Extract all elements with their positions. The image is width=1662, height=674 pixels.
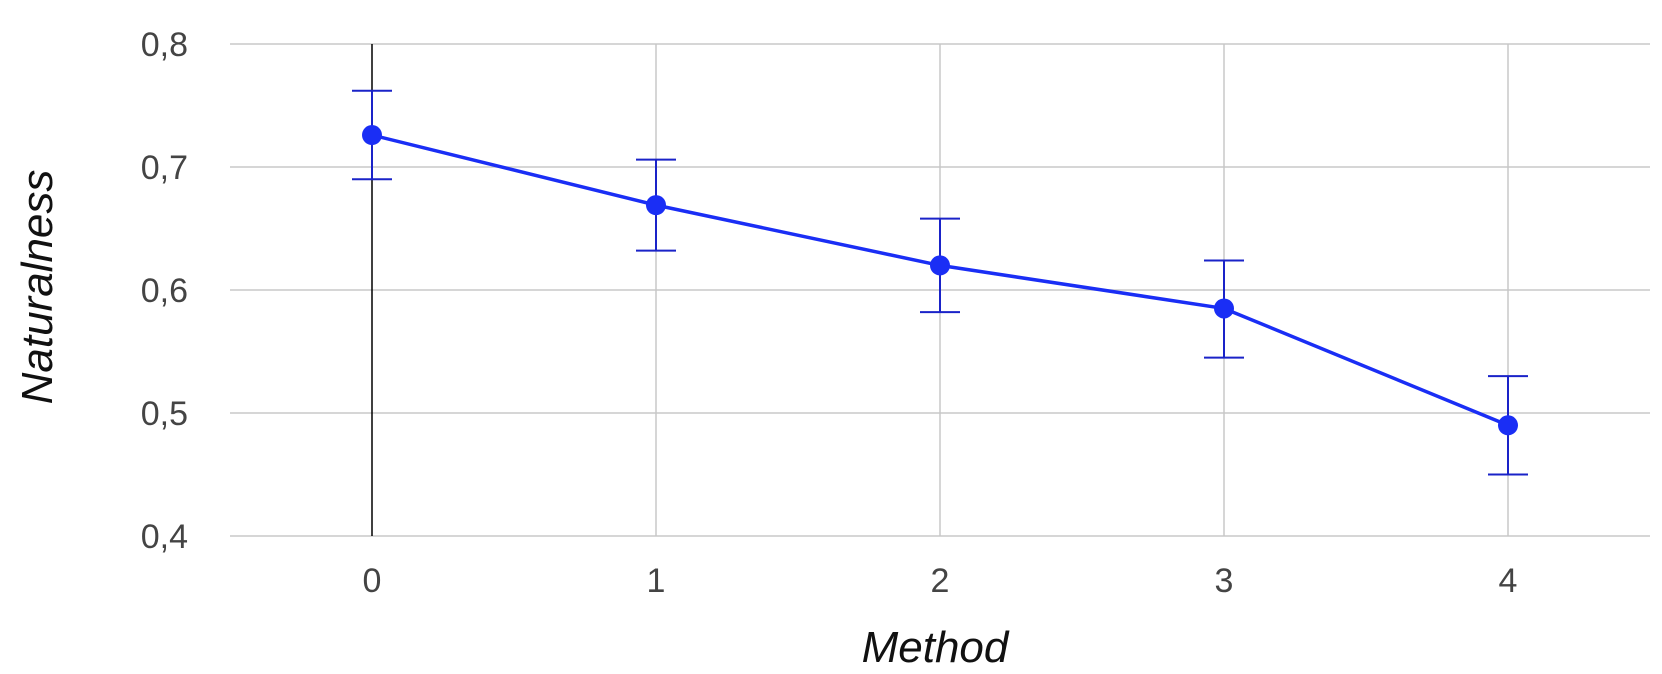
data-point — [1498, 415, 1518, 436]
y-tick-label: 0,4 — [141, 518, 188, 556]
y-tick-label: 0,5 — [141, 395, 188, 433]
x-tick-labels: 0 1 2 3 4 — [363, 562, 1518, 600]
x-tick-label: 2 — [931, 562, 950, 600]
y-tick-labels: 0,4 0,5 0,6 0,7 0,8 — [141, 26, 188, 556]
x-tick-label: 3 — [1215, 562, 1234, 600]
y-tick-label: 0,8 — [141, 26, 188, 64]
data-point — [1214, 298, 1234, 319]
y-tick-label: 0,7 — [141, 149, 188, 187]
x-axis-title: Method — [862, 623, 1010, 672]
data-points — [362, 125, 1518, 436]
data-point — [930, 255, 950, 276]
x-tick-label: 0 — [363, 562, 382, 600]
x-tick-label: 1 — [647, 562, 666, 600]
data-point — [646, 195, 666, 216]
y-axis-title: Naturalness — [13, 170, 62, 405]
x-tick-label: 4 — [1499, 562, 1518, 600]
data-point — [362, 125, 382, 146]
y-tick-label: 0,6 — [141, 272, 188, 310]
